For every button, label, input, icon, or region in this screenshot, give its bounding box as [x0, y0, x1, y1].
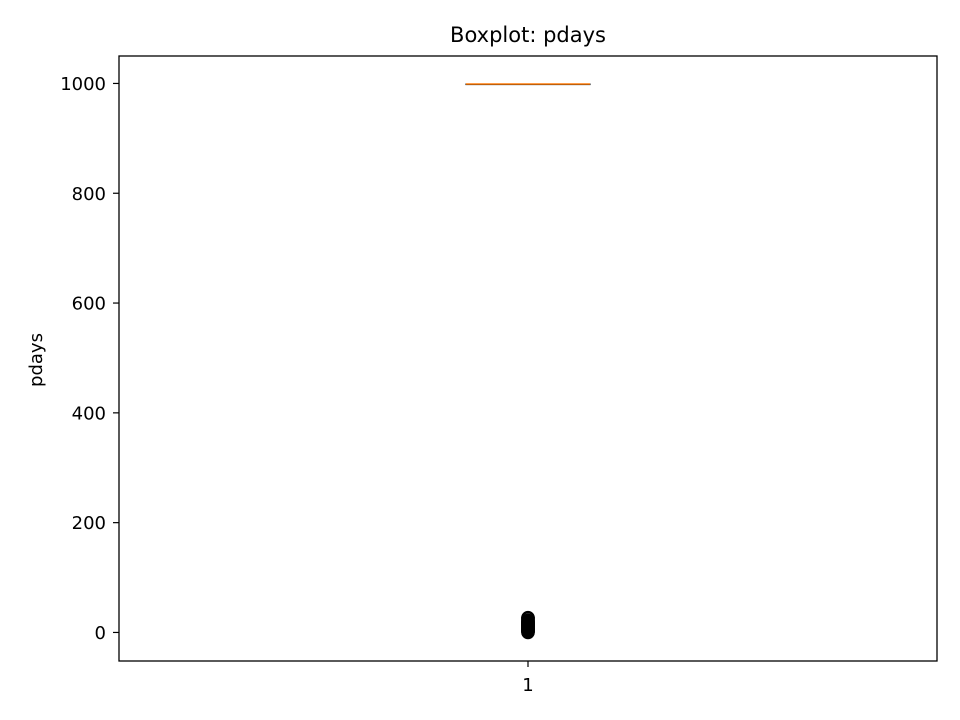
- y-axis-label: pdays: [26, 333, 47, 387]
- y-tick-label: 0: [95, 623, 106, 644]
- y-tick-label: 400: [72, 403, 106, 424]
- outlier-point: [521, 610, 535, 625]
- plot-area: [465, 83, 591, 640]
- chart-title: Boxplot: pdays: [450, 23, 606, 47]
- y-tick-label: 200: [72, 513, 106, 534]
- y-tick-label: 1000: [60, 74, 106, 95]
- y-tick-label: 800: [72, 184, 106, 205]
- x-tick-label: 1: [522, 675, 533, 696]
- y-tick-label: 600: [72, 294, 106, 315]
